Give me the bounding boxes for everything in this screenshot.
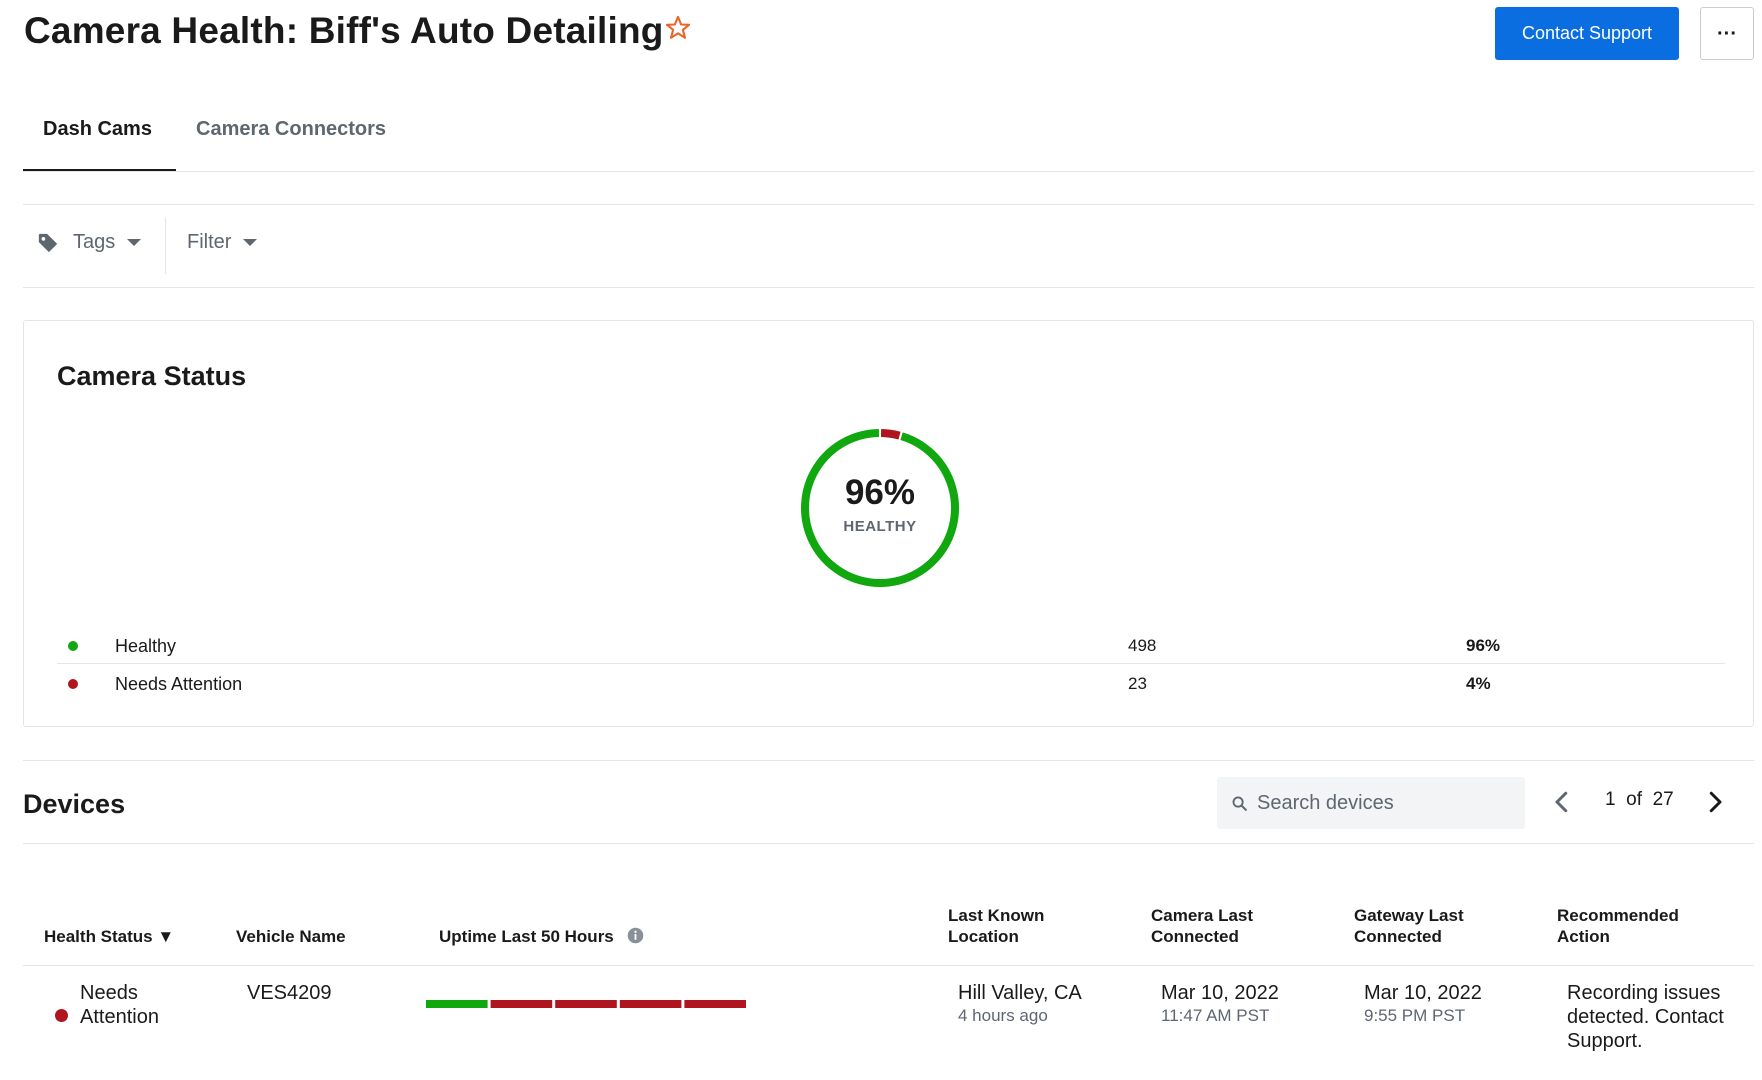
chevron-left-icon[interactable] (1547, 787, 1577, 817)
devices-toolbar: Devices 1 of 27 (23, 760, 1754, 844)
location-time: 4 hours ago (958, 1006, 1048, 1025)
pagination-indicator: 1 of 27 (1605, 789, 1674, 811)
page-total: 27 (1652, 789, 1674, 810)
last-known-location-cell: Hill Valley, CA 4 hours ago (958, 981, 1138, 1027)
page-current: 1 (1605, 789, 1616, 810)
filter-label: Filter (187, 231, 232, 253)
tags-dropdown[interactable]: Tags (37, 231, 142, 254)
page-title: Camera Health: Biff's Auto Detailing (24, 10, 664, 51)
chevron-down-icon (243, 239, 258, 246)
legend-count: 498 (1128, 636, 1157, 655)
chevron-down-icon (127, 239, 142, 246)
search-icon (1232, 796, 1247, 811)
legend-row-needs-attention: Needs Attention 23 4% (57, 665, 1725, 702)
donut-slice-needs-attention (880, 429, 901, 440)
donut-percent-label: 96% (844, 473, 916, 512)
tab-camera-connectors[interactable]: Camera Connectors (196, 118, 387, 140)
column-uptime-label: Uptime Last 50 Hours (439, 927, 614, 946)
more-options-button[interactable]: ··· (1700, 7, 1754, 60)
contact-support-button[interactable]: Contact Support (1495, 7, 1679, 60)
camera-time: 11:47 AM PST (1161, 1006, 1270, 1025)
page-header: Camera Health: Biff's Auto Detailing Con… (24, 0, 1754, 70)
devices-table: Health Status ▼ Vehicle Name Uptime Last… (23, 880, 1754, 1080)
tag-icon (38, 233, 58, 252)
search-box (1217, 777, 1525, 829)
legend-percent: 96% (1466, 636, 1501, 655)
donut-sub-label: HEALTHY (843, 518, 917, 535)
tab-bar: Dash Cams Camera Connectors (23, 100, 1754, 172)
column-health-status[interactable]: Health Status ▼ (44, 927, 175, 946)
gateway-date: Mar 10, 2022 (1364, 982, 1482, 1004)
filter-bar: Tags Filter (23, 204, 1754, 288)
health-status-cell: Needs Attention (80, 982, 159, 1028)
gateway-time: 9:55 PM PST (1364, 1006, 1466, 1025)
chevron-right-icon[interactable] (1700, 787, 1730, 817)
devices-title: Devices (23, 789, 126, 819)
page-of: of (1626, 789, 1642, 810)
table-row[interactable]: Needs Attention VES4209 Hill Valley, CA … (23, 966, 1754, 1080)
table-header: Health Status ▼ Vehicle Name Uptime Last… (23, 880, 1754, 966)
tags-label: Tags (73, 231, 116, 253)
column-gateway-last-connected[interactable]: Gateway Last Connected (1354, 906, 1464, 946)
filter-divider (165, 218, 166, 274)
recommended-action-cell: Recording issues detected. Contact Suppo… (1567, 982, 1724, 1052)
healthy-dot-icon (68, 641, 78, 651)
legend-name: Healthy (115, 636, 177, 656)
needs-attention-dot-icon (55, 1009, 68, 1022)
camera-last-connected-cell: Mar 10, 2022 11:47 AM PST (1161, 981, 1341, 1027)
camera-status-title: Camera Status (57, 361, 247, 391)
camera-status-card: Camera Status 96% HEALTHY Healthy 498 96… (23, 320, 1754, 727)
uptime-segment-attention (619, 1000, 682, 1008)
column-last-known-location[interactable]: Last Known Location (948, 906, 1045, 946)
column-vehicle-name[interactable]: Vehicle Name (236, 927, 346, 946)
info-icon[interactable] (627, 927, 644, 944)
uptime-segment-attention (555, 1000, 617, 1008)
camera-status-donut-chart (801, 429, 959, 587)
star-outline-icon[interactable] (664, 14, 692, 42)
column-recommended-action[interactable]: Recommended Action (1557, 906, 1679, 946)
uptime-segment-attention (684, 1000, 746, 1008)
column-camera-last-connected[interactable]: Camera Last Connected (1151, 906, 1254, 946)
camera-date: Mar 10, 2022 (1161, 982, 1279, 1004)
uptime-segment-attention (490, 1000, 553, 1008)
needs-attention-dot-icon (68, 679, 78, 689)
uptime-segment-healthy (426, 1000, 488, 1008)
active-tab-indicator (23, 169, 176, 171)
column-uptime[interactable]: Uptime Last 50 Hours (439, 926, 644, 947)
gateway-last-connected-cell: Mar 10, 2022 9:55 PM PST (1364, 981, 1544, 1027)
search-input[interactable] (1257, 777, 1519, 829)
legend-name: Needs Attention (115, 674, 243, 694)
filter-dropdown[interactable]: Filter (187, 231, 258, 254)
legend-percent: 4% (1466, 674, 1491, 693)
legend-row-healthy: Healthy 498 96% (57, 627, 1725, 664)
tab-dash-cams[interactable]: Dash Cams (43, 118, 152, 140)
donut-slice-healthy (801, 429, 959, 587)
location-name: Hill Valley, CA (958, 982, 1082, 1004)
vehicle-name-cell[interactable]: VES4209 (247, 982, 332, 1004)
uptime-bar (426, 1000, 746, 1008)
legend-count: 23 (1128, 674, 1147, 693)
